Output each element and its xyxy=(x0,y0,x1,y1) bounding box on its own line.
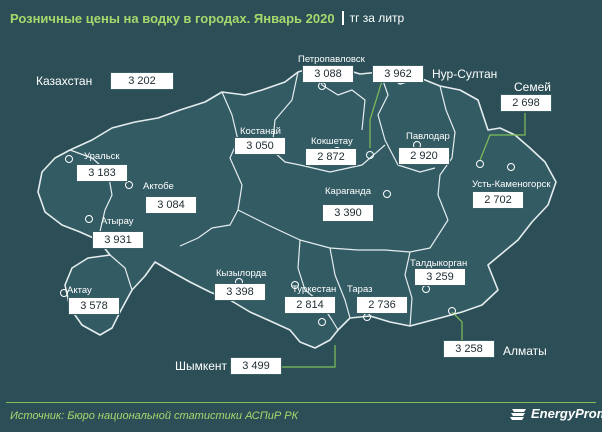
unit-label: тг за литр xyxy=(349,11,405,25)
leader-shymkent xyxy=(269,345,336,368)
marker-petropavlovsk xyxy=(318,82,326,90)
city-price-nursultan: 3 962 xyxy=(372,65,424,83)
city-price-shymkent: 3 499 xyxy=(230,357,282,375)
marker-atyrau xyxy=(85,215,93,223)
city-name-semei: Семей xyxy=(514,80,551,94)
city-price-uralsk: 3 183 xyxy=(76,164,128,182)
border-west-kz xyxy=(69,149,113,241)
marker-nursultan xyxy=(366,151,374,159)
city-price-aktobe: 3 084 xyxy=(145,196,197,214)
city-name-uralsk: Уральск xyxy=(84,151,120,162)
city-price-karaganda: 3 390 xyxy=(322,204,374,222)
marker-semei xyxy=(476,160,484,168)
city-price-atyrau: 3 931 xyxy=(92,231,144,249)
city-price-ust-kamenogorsk: 2 702 xyxy=(472,191,524,209)
title-separator xyxy=(341,11,344,25)
marker-taldykorgan xyxy=(422,285,430,293)
city-price-semei: 2 698 xyxy=(500,94,552,112)
border-mangystau xyxy=(109,254,133,291)
city-name-aktobe: Актобе xyxy=(143,181,174,192)
city-price-kostanai: 3 050 xyxy=(234,137,286,155)
border-aktobe-kostanai xyxy=(179,91,243,247)
city-name-shymkent: Шымкент xyxy=(175,359,228,373)
city-name-taraz: Тараз xyxy=(347,284,373,295)
marker-shymkent xyxy=(318,318,326,326)
map-title: Розничные цены на водку в городах. Январ… xyxy=(10,9,404,27)
city-price-pavlodar: 2 920 xyxy=(398,147,450,165)
city-name-atyrau: Атырау xyxy=(101,216,134,227)
source-note: Источник: Бюро национальной статистики А… xyxy=(10,410,299,422)
country-price: 3 202 xyxy=(110,72,174,90)
city-name-pavlodar: Павлодар xyxy=(406,131,450,142)
marker-taraz xyxy=(363,313,371,321)
city-name-nursultan: Нур-Султан xyxy=(432,67,498,81)
marker-uralsk xyxy=(65,155,73,163)
border-karaganda-south xyxy=(237,209,449,253)
border-turkestan-zhambyl xyxy=(329,247,351,319)
city-price-taldykorgan: 3 259 xyxy=(414,268,466,286)
border-pavlodar-east xyxy=(437,85,456,221)
leader-semei xyxy=(479,113,526,161)
marker-aktobe xyxy=(125,181,133,189)
marker-aktau xyxy=(60,289,68,297)
city-name-ust-kamenogorsk: Усть-Каменогорск xyxy=(472,179,551,190)
title-text: Розничные цены на водку в городах. Январ… xyxy=(10,10,335,26)
footer-divider xyxy=(6,402,596,403)
energyprom-logo: EnergyProm xyxy=(510,406,602,421)
city-price-petropavlovsk: 3 088 xyxy=(302,65,354,83)
city-name-karaganda: Караганда xyxy=(325,186,371,197)
city-name-turkestan: Туркестан xyxy=(292,284,337,295)
energyprom-wordmark: EnergyProm xyxy=(531,406,602,421)
energyprom-logo-icon xyxy=(510,408,526,420)
city-price-kyzylorda: 3 398 xyxy=(214,283,266,301)
marker-almaty xyxy=(448,307,456,315)
city-name-aktau: Актау xyxy=(67,285,92,296)
border-kyzylorda-turkestan xyxy=(297,239,306,291)
city-name-almaty: Алматы xyxy=(503,344,547,358)
city-price-almaty: 3 258 xyxy=(443,340,495,358)
country-name: Казахстан xyxy=(36,74,93,88)
border-nursultan-pavlodar xyxy=(377,71,436,173)
city-price-aktau: 3 578 xyxy=(68,297,120,315)
border-kostanai-north xyxy=(271,71,301,166)
city-name-kostanai: Костанай xyxy=(240,126,281,137)
marker-karaganda xyxy=(383,190,391,198)
city-price-taraz: 2 736 xyxy=(356,296,408,314)
city-price-kokshetau: 2 872 xyxy=(305,148,357,166)
city-name-taldykorgan: Талдыкорган xyxy=(410,258,468,269)
city-name-petropavlovsk: Петропавловск xyxy=(298,54,365,65)
city-name-kokshetau: Кокшетау xyxy=(311,136,353,147)
marker-ust-kamenogorsk xyxy=(507,163,515,171)
city-name-kyzylorda: Кызылорда xyxy=(216,268,267,279)
border-zhambyl-almaty xyxy=(404,251,413,327)
city-price-turkestan: 2 814 xyxy=(284,296,336,314)
marker-turkestan xyxy=(291,281,299,289)
